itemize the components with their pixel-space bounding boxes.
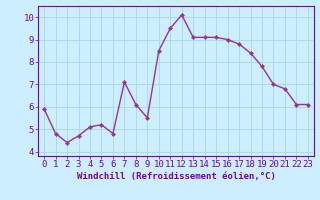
X-axis label: Windchill (Refroidissement éolien,°C): Windchill (Refroidissement éolien,°C): [76, 172, 276, 181]
